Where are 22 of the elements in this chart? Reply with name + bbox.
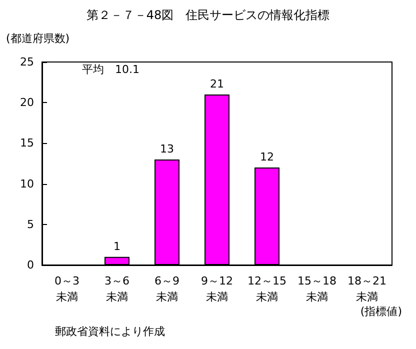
data-label: 1: [114, 240, 120, 253]
chart-title: 第２－７－48図 住民サービスの情報化指標: [86, 8, 330, 22]
y-tick-label: 10: [20, 177, 34, 190]
x-tick-label: 15～18 未満: [298, 274, 336, 304]
text: 郵政省資料により作成: [55, 325, 165, 338]
y-tick-label: 15: [20, 136, 34, 150]
x-tick-label: 9～12 未満: [201, 274, 233, 304]
x-tick-label: 3～6 未満: [104, 274, 130, 304]
annotation: 平均 10.1: [82, 63, 140, 76]
data-label: 13: [160, 142, 174, 156]
y-tick-label: 0: [27, 258, 34, 272]
x-tick-label: 0～3 未満: [54, 274, 80, 304]
y-tick-label: 5: [27, 218, 34, 231]
x-tick-label: 12～15 未満: [248, 274, 286, 304]
x-tick-label: 6～9 未満: [154, 274, 180, 304]
y-axis-title: (都道府県数): [6, 32, 70, 45]
x-axis-title: (指標値): [360, 305, 402, 318]
data-label: 12: [260, 150, 274, 164]
x-tick-label: 18～21 未満: [348, 274, 386, 304]
y-tick-label: 20: [20, 96, 34, 110]
data-label: 21: [210, 77, 224, 90]
y-tick-label: 25: [20, 56, 34, 68]
